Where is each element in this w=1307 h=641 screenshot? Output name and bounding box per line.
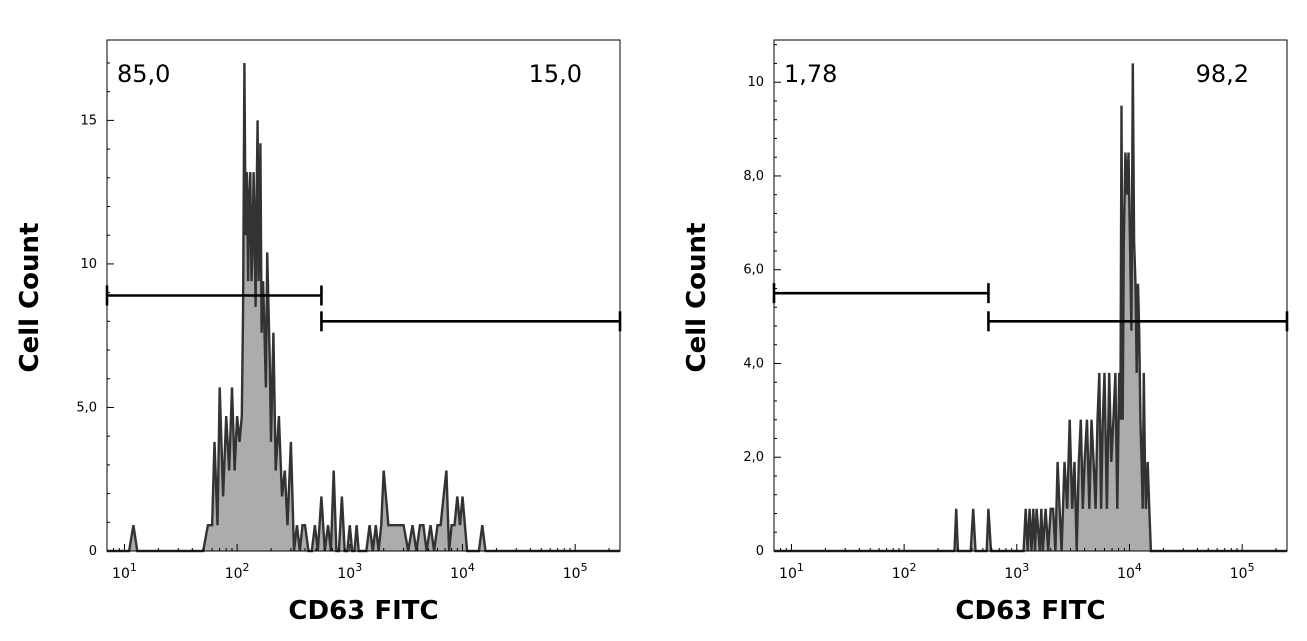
y-tick-label: 10 xyxy=(747,75,764,90)
x-tick-label: 105 xyxy=(563,561,588,582)
y-tick-label: 10 xyxy=(80,257,97,272)
x-tick-label: 101 xyxy=(779,561,804,582)
y-tick-label: 5,0 xyxy=(76,400,97,415)
gate-label-left: 1,78 xyxy=(784,60,837,88)
y-axis-title: Cell Count xyxy=(15,223,45,373)
histogram-fill xyxy=(107,63,620,551)
y-tick-label: 2,0 xyxy=(743,450,764,465)
y-tick-label: 0 xyxy=(756,544,764,559)
histogram-panel-right: 101 102 103 104 105 0 2,0 4,0 6,0 8,0 10 1,78 98,2 CD… xyxy=(682,39,1289,626)
y-tick-label: 4,0 xyxy=(743,356,764,371)
x-axis-title: CD63 FITC xyxy=(955,596,1105,626)
plot-frame xyxy=(773,39,1288,552)
histogram-series-line xyxy=(107,62,620,553)
x-tick-label: 102 xyxy=(225,561,250,582)
x-tick-label: 102 xyxy=(892,561,917,582)
y-axis-title: Cell Count xyxy=(682,223,712,373)
gate-label-right: 15,0 xyxy=(529,60,582,88)
y-tick-label: 8,0 xyxy=(743,169,764,184)
x-tick-label: 103 xyxy=(1004,561,1029,582)
gate-label-right: 98,2 xyxy=(1196,60,1249,88)
x-tick-label: 104 xyxy=(450,561,475,582)
x-tick-label: 101 xyxy=(112,561,137,582)
x-axis-title: CD63 FITC xyxy=(288,596,438,626)
gate-label-left: 85,0 xyxy=(117,60,170,88)
y-tick-label: 15 xyxy=(80,113,97,128)
y-tick-label: 6,0 xyxy=(743,263,764,278)
histogram-fill xyxy=(774,63,1287,552)
x-tick-label: 104 xyxy=(1117,561,1142,582)
x-tick-label: 103 xyxy=(337,561,362,582)
y-tick-label: 0 xyxy=(89,544,97,559)
histogram-panel-left: 101 102 103 104 105 0 5,0 10 15 85,0 15,0 CD63 FITC… xyxy=(15,39,622,626)
histogram-series-line xyxy=(774,63,1287,553)
x-tick-label: 105 xyxy=(1230,561,1255,582)
